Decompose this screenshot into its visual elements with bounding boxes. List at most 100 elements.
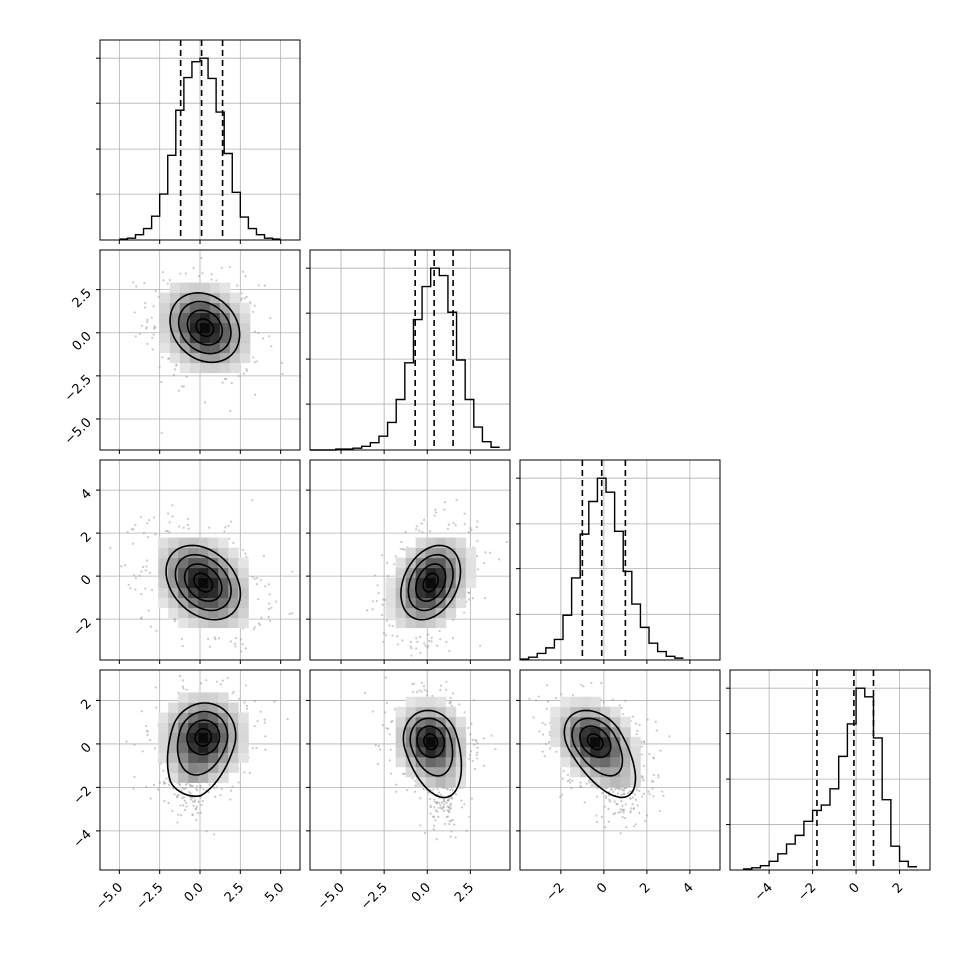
sample-point	[242, 372, 246, 375]
density-cell	[169, 342, 181, 354]
sample-point	[450, 704, 454, 708]
density-cell	[208, 732, 219, 743]
sample-point	[189, 792, 192, 795]
sample-point	[253, 304, 256, 307]
sample-point	[548, 731, 551, 734]
sample-point	[185, 688, 188, 691]
density-cell	[590, 776, 601, 788]
sample-point	[450, 830, 453, 833]
sample-point	[146, 521, 149, 525]
sample-point	[418, 689, 421, 692]
density-cell	[229, 342, 241, 354]
density-cell	[228, 732, 239, 743]
sample-point	[577, 666, 579, 668]
sample-point	[223, 530, 226, 533]
density-cell	[168, 752, 179, 763]
sample-point	[668, 735, 671, 738]
sample-point	[475, 555, 479, 558]
density-cell	[405, 547, 417, 559]
density-cell	[395, 607, 407, 619]
density-cell	[198, 607, 209, 619]
density-cell	[415, 756, 427, 768]
sample-point	[579, 781, 582, 784]
sample-point	[215, 786, 218, 789]
density-cell	[239, 312, 251, 324]
sample-point	[600, 682, 603, 685]
density-cell	[610, 736, 621, 748]
density-cell	[159, 292, 171, 304]
x-tick-label: 5.0	[262, 880, 287, 905]
density-cell	[159, 312, 171, 324]
sample-point	[191, 797, 194, 800]
sample-point	[601, 791, 604, 795]
density-cell	[455, 726, 467, 738]
density-cell	[238, 722, 249, 733]
y-tick-label: −2	[71, 615, 95, 639]
sample-point	[231, 785, 234, 788]
sample-point	[431, 694, 434, 698]
sample-point	[541, 750, 544, 753]
sample-point	[445, 815, 448, 819]
sample-point	[618, 704, 621, 707]
sample-point	[650, 780, 654, 783]
sample-point	[436, 644, 439, 647]
sample-point	[469, 754, 472, 757]
hist-panel-3: −4 −2 0 2	[726, 669, 931, 904]
density-cell	[208, 567, 219, 579]
density-cell	[238, 607, 249, 619]
sample-point	[191, 784, 194, 787]
sample-point	[264, 735, 267, 738]
density-cell	[208, 607, 219, 619]
contour-line	[186, 309, 224, 346]
sample-point	[585, 782, 588, 785]
sample-point	[460, 799, 463, 802]
sample-point	[196, 785, 199, 788]
sample-point	[469, 750, 473, 753]
density-cell	[238, 617, 249, 629]
scatter-panel-0-3: −5.0 −2.5 0.0 2.5 5.0 −4 −2 0 2	[71, 669, 301, 913]
sample-point	[559, 795, 562, 799]
sample-point	[182, 687, 185, 690]
sample-point	[151, 348, 154, 351]
density-cell	[189, 322, 201, 334]
sample-point	[281, 372, 284, 376]
sample-point	[146, 536, 149, 539]
sample-point	[186, 523, 189, 527]
sample-point	[611, 698, 614, 701]
sample-point	[140, 617, 143, 620]
density-cell	[209, 282, 221, 294]
density-cell	[395, 597, 407, 609]
density-cell	[445, 587, 457, 599]
sample-point	[162, 279, 165, 282]
sample-point	[602, 701, 605, 704]
sample-point	[638, 789, 641, 792]
sample-point	[140, 710, 143, 713]
sample-point	[224, 526, 227, 529]
density-cell	[188, 712, 199, 723]
sample-point	[172, 787, 175, 790]
density-cell	[425, 696, 437, 708]
density-cell	[178, 702, 189, 713]
sample-point	[212, 786, 216, 789]
sample-point	[377, 744, 380, 748]
sample-point	[268, 593, 271, 596]
sample-point	[427, 644, 430, 648]
sample-point	[436, 801, 439, 804]
sample-point	[442, 806, 445, 809]
sample-point	[381, 724, 385, 727]
density-cell	[169, 302, 181, 314]
density-cell	[158, 587, 169, 599]
density-cell	[219, 352, 231, 364]
scatter-panel-1-3: −5.0 −2.5 0.0 2.5	[306, 669, 511, 913]
density-cell	[189, 342, 201, 354]
sample-point	[642, 740, 645, 743]
sample-point	[255, 583, 259, 586]
sample-point	[652, 795, 655, 798]
density-cell	[178, 567, 189, 579]
contour-line	[165, 544, 242, 621]
y-tick-label: 2.5	[70, 286, 95, 311]
density-cell	[385, 597, 397, 609]
sample-point	[252, 356, 255, 359]
sample-point	[610, 788, 613, 791]
sample-point	[621, 804, 624, 807]
